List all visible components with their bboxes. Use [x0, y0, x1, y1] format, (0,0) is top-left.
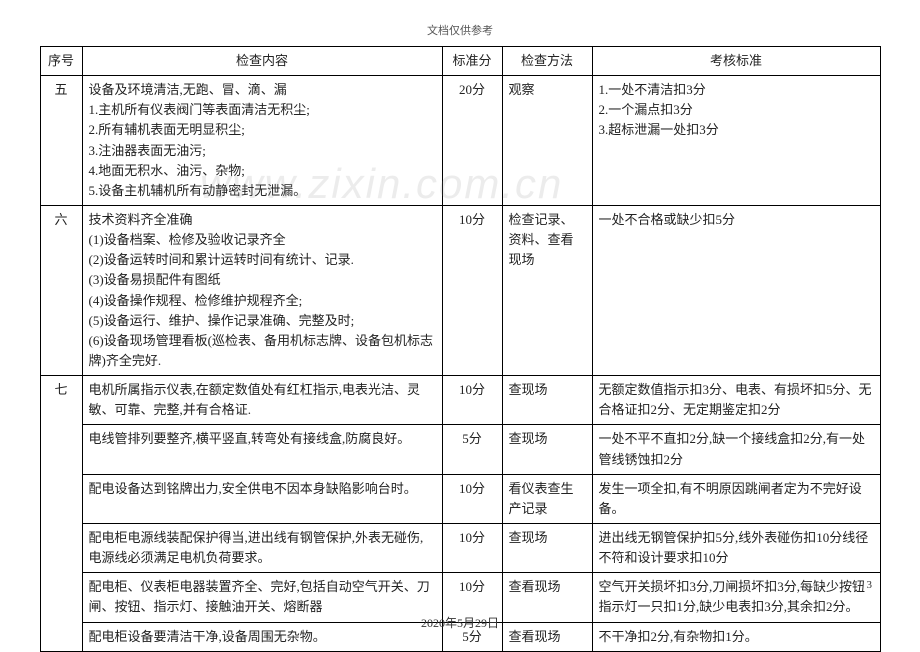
seq-cell: 七 [40, 376, 82, 652]
seq-cell: 六 [40, 205, 82, 375]
header-note: 文档仅供参考 [0, 0, 920, 46]
table-row: 七 电机所属指示仪表,在额定数值处有红杠指示,电表光洁、灵敏、可靠、完整,并有合… [40, 376, 880, 425]
method-cell: 观察 [502, 76, 592, 206]
content-cell: 技术资料齐全准确 (1)设备档案、检修及验收记录齐全 (2)设备运转时间和累计运… [82, 205, 442, 375]
score-cell: 10分 [442, 376, 502, 425]
table-row: 配电设备达到铭牌出力,安全供电不因本身缺陷影响台时。 10分 看仪表查生产记录 … [40, 474, 880, 523]
score-cell: 10分 [442, 474, 502, 523]
footer-date: 2020年5月29日 [0, 614, 920, 631]
score-cell: 20分 [442, 76, 502, 206]
std-cell: 一处不平不直扣2分,缺一个接线盒扣2分,有一处管线锈蚀扣2分 [592, 425, 880, 474]
method-cell: 检查记录、资料、查看现场 [502, 205, 592, 375]
std-cell: 无额定数值指示扣3分、电表、有损坏扣5分、无合格证扣2分、无定期鉴定扣2分 [592, 376, 880, 425]
score-cell: 10分 [442, 205, 502, 375]
method-cell: 查现场 [502, 523, 592, 572]
col-method-header: 检查方法 [502, 47, 592, 76]
seq-cell: 五 [40, 76, 82, 206]
content-cell: 电机所属指示仪表,在额定数值处有红杠指示,电表光洁、灵敏、可靠、完整,并有合格证… [82, 376, 442, 425]
std-cell: 发生一项全扣,有不明原因跳闸者定为不完好设备。 [592, 474, 880, 523]
content-cell: 配电柜电源线装配保护得当,进出线有钢管保护,外表无碰伤,电源线必须满足电机负荷要… [82, 523, 442, 572]
std-cell: 1.一处不清洁扣3分 2.一个漏点扣3分 3.超标泄漏一处扣3分 [592, 76, 880, 206]
table-row: 五 设备及环境清洁,无跑、冒、滴、漏 1.主机所有仪表阀门等表面清洁无积尘; 2… [40, 76, 880, 206]
page-number: 3 [867, 579, 873, 591]
content-cell: 电线管排列要整齐,横平竖直,转弯处有接线盒,防腐良好。 [82, 425, 442, 474]
col-std-header: 考核标准 [592, 47, 880, 76]
score-cell: 5分 [442, 425, 502, 474]
content-cell: 配电设备达到铭牌出力,安全供电不因本身缺陷影响台时。 [82, 474, 442, 523]
method-cell: 查现场 [502, 425, 592, 474]
table-row: 六 技术资料齐全准确 (1)设备档案、检修及验收记录齐全 (2)设备运转时间和累… [40, 205, 880, 375]
std-cell: 进出线无钢管保护扣5分,线外表碰伤扣10分线径不符和设计要求扣10分 [592, 523, 880, 572]
content-cell: 设备及环境清洁,无跑、冒、滴、漏 1.主机所有仪表阀门等表面清洁无积尘; 2.所… [82, 76, 442, 206]
inspection-table: 序号 检查内容 标准分 检查方法 考核标准 五 设备及环境清洁,无跑、冒、滴、漏… [40, 46, 881, 652]
method-cell: 看仪表查生产记录 [502, 474, 592, 523]
col-score-header: 标准分 [442, 47, 502, 76]
header-row: 序号 检查内容 标准分 检查方法 考核标准 [40, 47, 880, 76]
table-row: 配电柜电源线装配保护得当,进出线有钢管保护,外表无碰伤,电源线必须满足电机负荷要… [40, 523, 880, 572]
table-row: 电线管排列要整齐,横平竖直,转弯处有接线盒,防腐良好。 5分 查现场 一处不平不… [40, 425, 880, 474]
col-seq-header: 序号 [40, 47, 82, 76]
method-cell: 查现场 [502, 376, 592, 425]
score-cell: 10分 [442, 523, 502, 572]
col-content-header: 检查内容 [82, 47, 442, 76]
std-cell: 一处不合格或缺少扣5分 [592, 205, 880, 375]
